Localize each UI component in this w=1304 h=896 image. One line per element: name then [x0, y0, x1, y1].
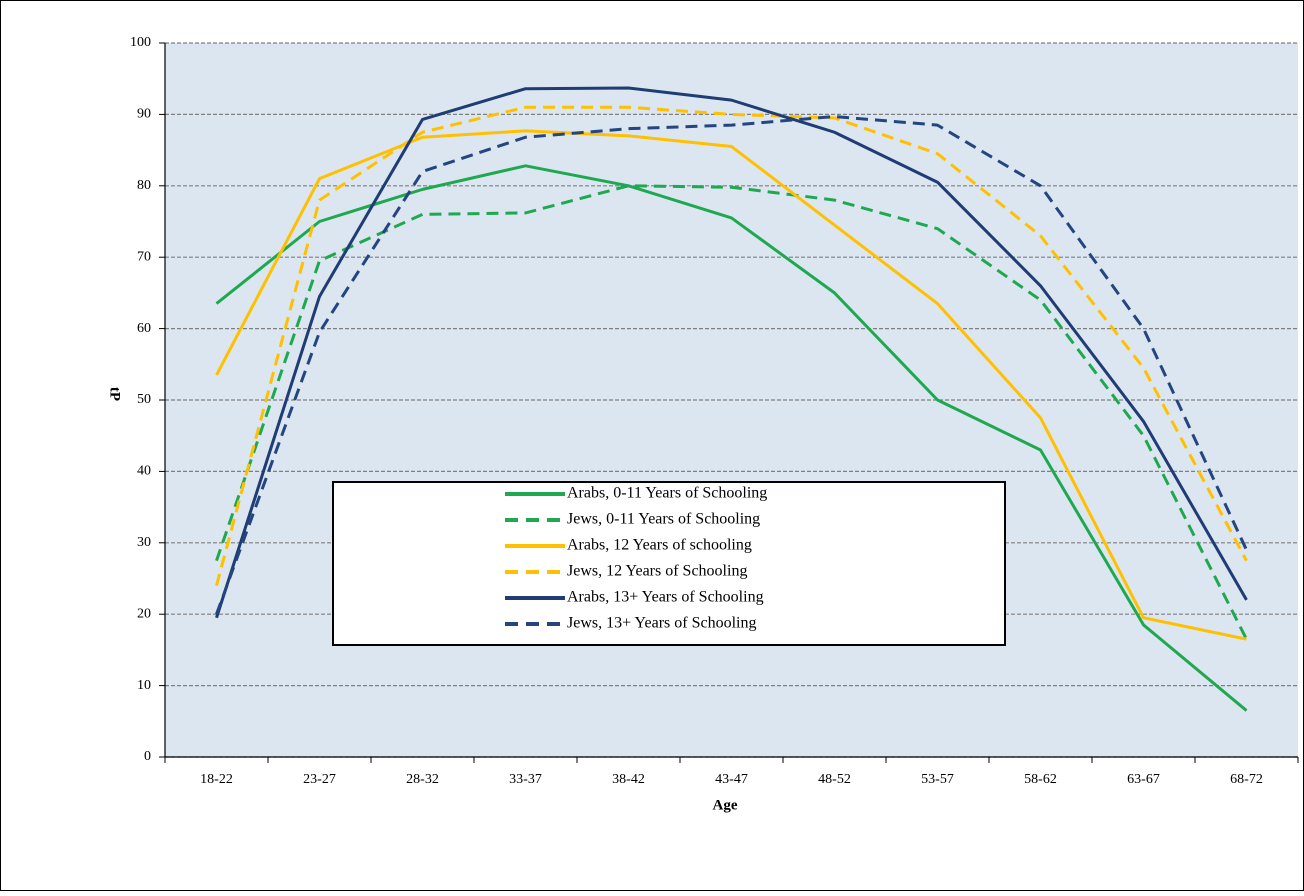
x-tick-label: 18-22	[200, 772, 233, 787]
series-line	[215, 86, 1248, 619]
y-tick-label: 100	[130, 35, 151, 50]
y-tick-label: 0	[144, 749, 151, 764]
x-tick-label: 28-32	[406, 772, 439, 787]
y-tick-label: 90	[137, 107, 151, 122]
y-axis-label: tP	[107, 387, 123, 401]
series-line	[215, 129, 1247, 641]
series-line	[215, 184, 1248, 640]
x-tick-label: 58-62	[1024, 772, 1057, 787]
y-tick-label: 40	[137, 464, 151, 479]
y-tick-label: 60	[137, 321, 151, 336]
legend-label: Jews, 0-11 Years of Schooling	[567, 511, 760, 528]
x-tick-label: 68-72	[1230, 772, 1263, 787]
series-line	[215, 105, 1248, 587]
legend-label: Arabs, 0-11 Years of Schooling	[567, 485, 767, 502]
legend-label: Arabs, 12 Years of schooling	[567, 537, 752, 554]
x-tick-label: 43-47	[715, 772, 748, 787]
x-axis-label: Age	[713, 797, 738, 813]
x-tick-label: 23-27	[303, 772, 336, 787]
y-tick-label: 80	[137, 178, 151, 193]
legend-label: Jews, 12 Years of Schooling	[567, 563, 747, 580]
y-tick-label: 70	[137, 249, 151, 264]
x-tick-label: 48-52	[818, 772, 851, 787]
x-tick-label: 38-42	[612, 772, 645, 787]
y-tick-label: 20	[137, 606, 151, 621]
y-tick-label: 30	[137, 535, 151, 550]
legend-label: Jews, 13+ Years of Schooling	[567, 615, 756, 632]
series-line	[215, 115, 1248, 615]
y-tick-label: 50	[137, 392, 151, 407]
series-line	[215, 164, 1248, 712]
x-tick-label: 63-67	[1127, 772, 1160, 787]
legend-label: Arabs, 13+ Years of Schooling	[567, 589, 764, 606]
x-tick-label: 33-37	[509, 772, 542, 787]
y-tick-label: 10	[137, 678, 151, 693]
legend-box	[332, 481, 1006, 646]
x-tick-label: 53-57	[921, 772, 954, 787]
